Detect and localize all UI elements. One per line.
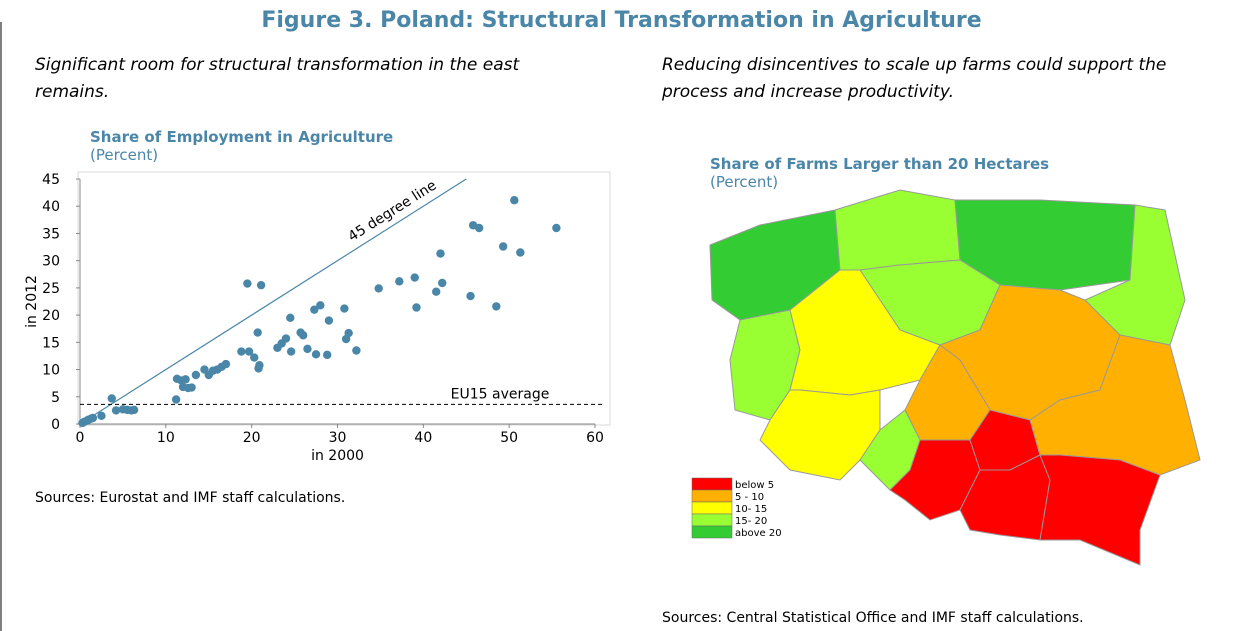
point — [498, 242, 508, 251]
figure-title: Figure 3. Poland: Structural Transformat… — [261, 8, 982, 33]
point — [88, 413, 98, 423]
chart-subtitle: (Percent) — [90, 146, 159, 164]
point — [191, 370, 201, 380]
point — [510, 196, 519, 205]
diagonal-label: 45 degree line — [345, 177, 439, 245]
legend-label: 5 - 10 — [735, 492, 764, 503]
y-tick-label: 20 — [42, 308, 60, 324]
point — [436, 249, 445, 258]
point — [243, 279, 252, 288]
point — [181, 375, 190, 384]
point — [281, 334, 291, 343]
x-tick-label: 20 — [243, 430, 261, 446]
point — [111, 406, 121, 415]
point — [256, 280, 266, 290]
region — [834, 189, 961, 271]
x-tick-label: 0 — [76, 430, 85, 446]
region — [1029, 334, 1201, 476]
point — [324, 316, 334, 325]
legend-swatch — [691, 477, 733, 491]
point — [552, 223, 561, 233]
point — [410, 273, 419, 282]
point — [516, 248, 525, 257]
point — [286, 347, 296, 356]
point — [107, 394, 116, 403]
point — [129, 405, 139, 415]
point — [323, 350, 332, 360]
point — [237, 347, 246, 356]
point — [171, 395, 181, 404]
left-heading: Significant room for structural transfor… — [35, 55, 520, 102]
y-tick-label: 15 — [42, 335, 60, 351]
point — [395, 277, 404, 286]
legend-swatch — [691, 501, 733, 515]
x-tick-label: 60 — [586, 430, 604, 446]
point — [97, 411, 106, 421]
legend-swatch — [691, 513, 733, 527]
y-tick-label: 40 — [42, 199, 60, 215]
x-tick-label: 50 — [500, 430, 518, 446]
legend-swatch — [691, 525, 733, 539]
point — [244, 347, 254, 356]
y-tick-label: 5 — [51, 390, 60, 406]
reference-label: EU15 average — [451, 386, 550, 402]
y-tick-label: 0 — [51, 417, 60, 433]
point — [316, 301, 325, 310]
point — [250, 353, 259, 362]
point — [253, 328, 262, 337]
diagonal-line — [79, 178, 467, 425]
legend-label: below 5 — [735, 480, 774, 491]
y-tick-label: 35 — [42, 226, 60, 242]
x-tick-label: 40 — [414, 430, 432, 446]
point — [255, 361, 264, 370]
point — [374, 284, 383, 293]
point — [432, 287, 441, 296]
source: Sources: Central Statistical Office and … — [662, 610, 1084, 626]
x-tick-label: 10 — [157, 430, 175, 446]
map-subtitle: (Percent) — [710, 173, 779, 191]
y-axis-label: in 2012 — [24, 275, 40, 328]
legend-label: 10- 15 — [735, 504, 767, 515]
y-tick-label: 10 — [42, 363, 60, 379]
region — [1039, 454, 1161, 566]
map-title: Share of Farms Larger than 20 Hectares — [710, 155, 1050, 173]
point — [466, 291, 475, 301]
legend-label: above 20 — [735, 528, 782, 539]
right-heading: Reducing disincentives to scale up farms… — [662, 55, 1167, 102]
point — [310, 305, 319, 314]
point — [412, 303, 421, 312]
point — [298, 331, 308, 340]
point — [286, 313, 295, 323]
point — [221, 359, 231, 369]
point — [303, 344, 312, 354]
y-tick-label: 30 — [42, 254, 60, 270]
y-tick-label: 45 — [42, 172, 60, 188]
x-tick-label: 30 — [329, 430, 347, 446]
point — [492, 302, 501, 311]
chart-title: Share of Employment in Agriculture — [90, 128, 394, 146]
plot-frame — [77, 171, 611, 426]
point — [187, 383, 196, 392]
point — [340, 304, 349, 313]
point — [438, 278, 447, 288]
x-axis-label: in 2000 — [311, 448, 364, 464]
point — [352, 346, 361, 355]
source: Sources: Eurostat and IMF staff calculat… — [35, 490, 346, 506]
point — [311, 350, 321, 359]
point — [474, 223, 484, 233]
y-tick-label: 25 — [42, 281, 60, 297]
legend-swatch — [691, 489, 733, 503]
point — [344, 328, 353, 338]
legend-label: 15- 20 — [735, 516, 767, 527]
